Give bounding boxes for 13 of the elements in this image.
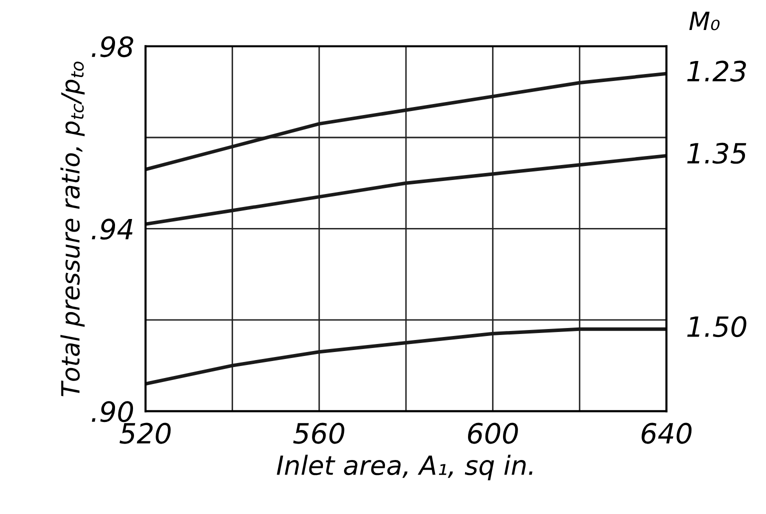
x-tick-label: 560 [293, 422, 344, 444]
x-tick-label: 520 [120, 422, 171, 444]
y-axis-title: Total pressure ratio, p$_{tc}$/p$_{to}$ [60, 62, 85, 396]
x-tick-label: 640 [642, 422, 692, 444]
y-tick-label: .98 [92, 36, 134, 58]
legend-title: M₀ [689, 12, 720, 30]
series-label: 1.23 [687, 60, 746, 82]
x-axis-title: Inlet area, A₁, sq in. [276, 454, 532, 480]
x-tick-label: 600 [468, 422, 518, 444]
series-label: 1.50 [687, 316, 746, 338]
y-tick-label: .90 [92, 401, 134, 422]
y-tick-label: .94 [92, 218, 132, 240]
series-label: 1.35 [687, 142, 746, 164]
